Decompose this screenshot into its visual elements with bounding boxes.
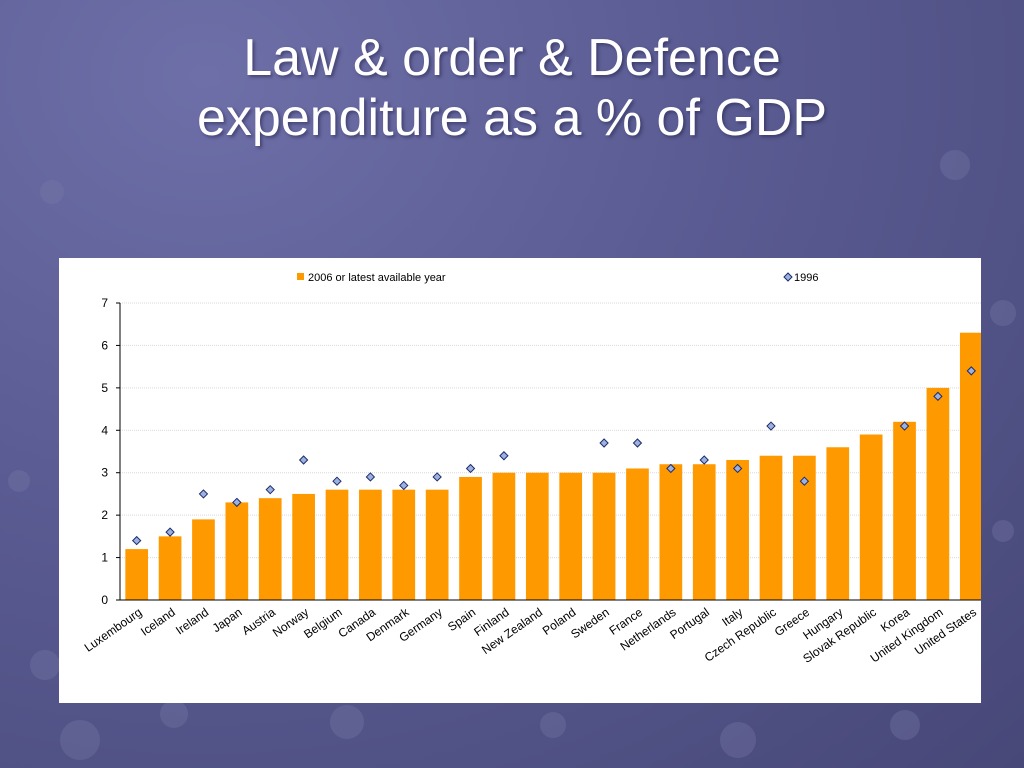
axes <box>116 302 988 601</box>
bar <box>525 472 549 600</box>
y-tick-label: 7 <box>101 296 108 310</box>
bar <box>325 489 349 600</box>
background-dot <box>160 700 188 728</box>
marker-point <box>632 438 643 448</box>
gridlines <box>120 302 988 559</box>
x-tick-label: Sweden <box>568 605 612 641</box>
marker-point <box>265 484 275 495</box>
marker-point <box>298 455 309 465</box>
background-dot <box>992 520 1014 542</box>
background-dot <box>30 650 60 680</box>
background-dot <box>60 720 100 760</box>
y-tick-label: 2 <box>101 508 108 522</box>
background-dot <box>540 712 566 738</box>
marker-point <box>899 421 910 431</box>
bar <box>459 476 482 600</box>
bar <box>893 421 916 600</box>
x-tick-label: Luxembourg <box>82 605 145 655</box>
bar <box>659 464 683 600</box>
x-tick-labels: LuxembourgIcelandIrelandJapanAustriaNorw… <box>82 604 979 665</box>
bar <box>158 536 182 600</box>
legend-label-bar: 2006 or latest available year <box>308 272 446 284</box>
marker-point <box>365 472 376 482</box>
background-dot <box>330 705 364 739</box>
bar <box>359 489 382 600</box>
marker-point <box>432 472 442 482</box>
bar <box>859 434 883 600</box>
background-dot <box>8 470 30 492</box>
legend-label-marker: 1996 <box>794 272 818 284</box>
background-dot <box>940 150 970 180</box>
marker-point <box>198 489 209 499</box>
bar-chart: 0 1 2 3 4 5 6 7 LuxembourgIcelandIrelandJapanAu… <box>82 272 988 666</box>
y-tick-label: 4 <box>101 423 108 437</box>
bar <box>759 455 783 600</box>
legend-marker <box>783 272 793 282</box>
marker-point <box>966 366 977 376</box>
legend: 2006 or latest available year 1996 <box>297 272 818 284</box>
marker-point <box>399 480 409 491</box>
marker-point <box>699 455 709 465</box>
bar <box>692 464 716 600</box>
bar <box>726 459 749 600</box>
title-line-1: Law & order & Defence <box>243 29 781 87</box>
bar <box>258 498 282 600</box>
bar <box>125 549 149 600</box>
marker-point <box>766 421 776 431</box>
bar <box>959 332 983 600</box>
bar <box>826 447 850 600</box>
slide-title: Law & order & Defence expenditure as a %… <box>0 28 1024 148</box>
x-tick-label: Iceland <box>138 605 178 639</box>
background-dot <box>720 722 756 758</box>
y-tick-label: 1 <box>101 551 108 565</box>
y-tick-label: 6 <box>101 338 108 352</box>
x-tick-label: Ireland <box>173 605 211 638</box>
bar <box>793 455 816 600</box>
marker-point <box>599 438 609 448</box>
marker-point <box>131 535 142 546</box>
marker-point <box>732 463 743 474</box>
marker-series <box>131 366 977 546</box>
marker-point <box>499 451 509 461</box>
bar <box>626 468 649 600</box>
marker-point <box>465 463 476 474</box>
marker-point <box>933 391 943 402</box>
x-tick-label: Belgium <box>301 605 345 641</box>
bar <box>292 493 315 600</box>
bar <box>225 502 249 600</box>
legend-swatch-bar <box>297 273 304 280</box>
bar <box>392 489 416 600</box>
y-tick-labels: 0 1 2 3 4 5 6 7 <box>101 296 108 607</box>
bar-series <box>125 332 983 600</box>
y-tick-label: 5 <box>101 381 108 395</box>
title-line-2: expenditure as a % of GDP <box>196 89 828 147</box>
bar <box>425 489 449 600</box>
y-tick-label: 0 <box>101 593 108 607</box>
marker-point <box>332 476 342 486</box>
marker-point <box>799 476 810 486</box>
x-tick-label: Japan <box>210 605 245 635</box>
background-dot <box>40 180 64 204</box>
bar <box>192 519 215 600</box>
bar <box>926 387 950 600</box>
chart-panel: 0 1 2 3 4 5 6 7 Luxembourg Iceland Ireland Japan Au… <box>59 258 988 703</box>
background-dot <box>890 710 920 740</box>
bar <box>492 472 516 600</box>
background-dot <box>990 300 1016 326</box>
marker-point <box>165 527 175 537</box>
y-tick-label: 3 <box>101 466 108 480</box>
bar <box>559 472 583 600</box>
marker-point <box>666 463 676 474</box>
bar <box>592 472 616 600</box>
marker-point <box>232 497 242 508</box>
